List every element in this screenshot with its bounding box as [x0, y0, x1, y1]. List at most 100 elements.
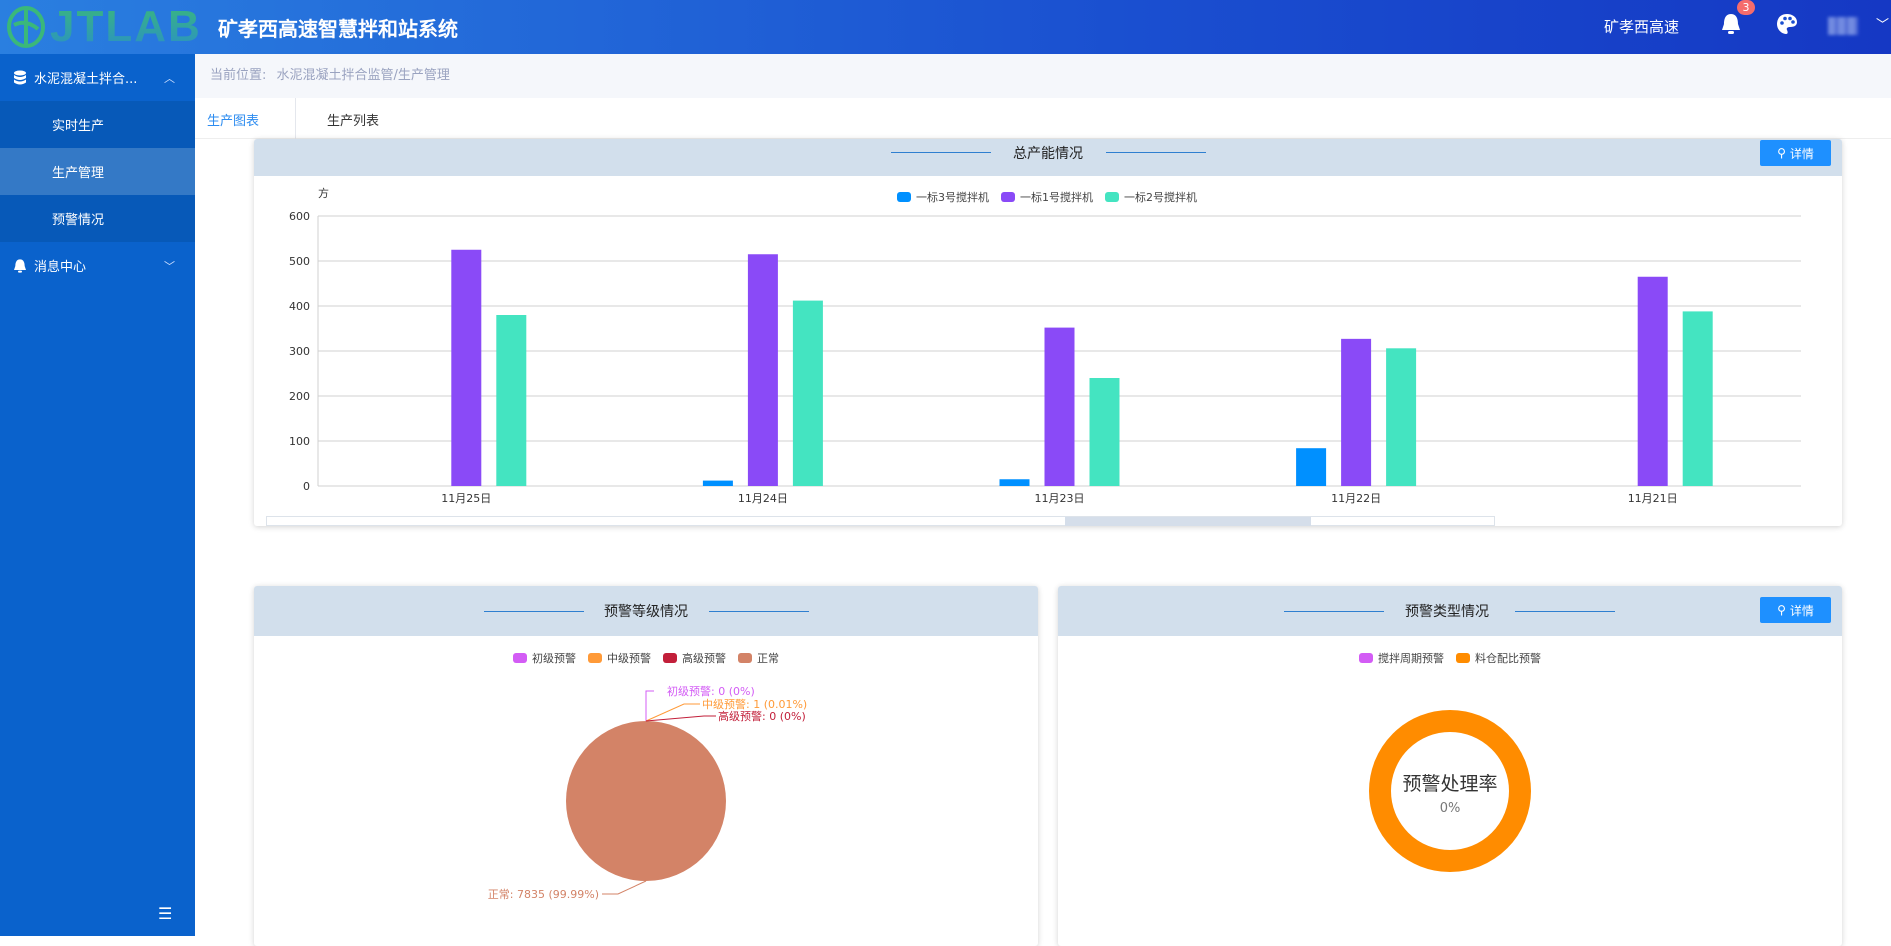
logo: JTLAB — [6, 2, 202, 52]
detail-button[interactable]: ⚲ 详情 — [1760, 140, 1831, 166]
sidebar-item-label: 实时生产 — [52, 119, 105, 134]
legend-item[interactable]: 高级预警 — [663, 650, 726, 666]
y-tick-label: 300 — [289, 345, 310, 358]
bar[interactable] — [747, 254, 778, 486]
y-tick-label: 600 — [289, 210, 310, 223]
pie-legend: 初级预警 中级预警 高级预警 正常 — [513, 650, 779, 666]
org-name[interactable]: 矿孝西高速 — [1604, 18, 1680, 36]
bar[interactable] — [1682, 311, 1713, 486]
sidebar-group-label: 消息中心 — [34, 260, 87, 275]
sidebar-item-warnings[interactable]: 预警情况 — [0, 195, 195, 242]
data-zoom-slider[interactable] — [266, 516, 1495, 526]
pie-chart: 初级预警: 0 (0%) 中级预警: 1 (0.01%) 高级预警: 0 (0%… — [488, 684, 807, 901]
pie-label: 高级预警: 0 (0%) — [718, 709, 806, 723]
bar[interactable] — [1089, 378, 1120, 486]
title-line — [484, 611, 584, 612]
legend-label: 料仓配比预警 — [1475, 652, 1541, 665]
bar[interactable] — [702, 480, 733, 486]
notification-badge: 3 — [1737, 0, 1755, 15]
card-header: 预警等级情况 — [254, 586, 1038, 636]
legend-item[interactable]: 一标3号搅拌机 — [897, 189, 989, 205]
title-line — [1106, 152, 1206, 153]
sidebar-item-realtime[interactable]: 实时生产 — [0, 101, 195, 148]
logo-text: JTLAB — [50, 2, 202, 51]
y-tick-label: 0 — [303, 480, 310, 493]
legend-item[interactable]: 一标2号搅拌机 — [1105, 189, 1197, 205]
legend-item[interactable]: 料仓配比预警 — [1456, 650, 1541, 666]
bell-icon — [14, 258, 26, 273]
search-icon: ⚲ — [1777, 603, 1786, 617]
legend-item[interactable]: 搅拌周期预警 — [1359, 650, 1444, 666]
data-zoom-handle[interactable] — [1065, 517, 1311, 526]
warning-type-card: 预警类型情况 ⚲ 详情 搅拌周期预警 料仓配比预警 预警处理率 0% — [1058, 586, 1842, 946]
legend-item[interactable]: 初级预警 — [513, 650, 576, 666]
search-icon: ⚲ — [1777, 146, 1786, 160]
pie-slice-normal[interactable] — [566, 721, 726, 881]
sidebar-item-label: 预警情况 — [52, 213, 105, 228]
legend-item[interactable]: 一标1号搅拌机 — [1001, 189, 1093, 205]
legend-label: 中级预警 — [607, 652, 651, 665]
title-line — [1515, 611, 1615, 612]
label-line — [645, 715, 716, 722]
sidebar-group-messages[interactable]: 消息中心 ﹀ — [0, 242, 195, 289]
y-tick-label: 100 — [289, 435, 310, 448]
bell-icon[interactable] — [1720, 12, 1742, 36]
card-title: 总产能情况 — [1013, 146, 1083, 162]
legend-item[interactable]: 中级预警 — [588, 650, 651, 666]
bar[interactable] — [1341, 338, 1372, 486]
warning-level-card: 预警等级情况 初级预警 中级预警 高级预警 正常 初级预警: 0 (0%) 中级… — [254, 586, 1038, 946]
x-tick-label: 11月22日 — [1331, 492, 1381, 505]
chevron-down-icon: ﹀ — [164, 259, 175, 273]
bar[interactable] — [1637, 276, 1668, 486]
card-header: 预警类型情况 ⚲ 详情 — [1058, 586, 1842, 636]
tab-divider — [295, 98, 296, 139]
breadcrumb-path[interactable]: 水泥混凝土拌合监管/生产管理 — [276, 68, 450, 83]
bar[interactable] — [1296, 448, 1327, 486]
bar[interactable] — [451, 249, 482, 486]
chevron-down-icon[interactable]: ﹀ — [1876, 18, 1890, 33]
legend-label: 初级预警 — [532, 652, 576, 665]
legend-label: 一标2号搅拌机 — [1124, 191, 1197, 204]
tab-production-list[interactable]: 生产列表 — [327, 114, 380, 129]
capacity-card: 总产能情况 ⚲ 详情 一标3号搅拌机 一标1号搅拌机 一标2号搅拌机 方 0 100… — [254, 139, 1842, 526]
user-avatar[interactable] — [1828, 17, 1858, 35]
label-line — [602, 880, 647, 895]
breadcrumb-prefix: 当前位置: — [210, 68, 267, 83]
y-tick-label: 400 — [289, 300, 310, 313]
legend-label: 正常 — [757, 652, 779, 665]
bar[interactable] — [1386, 348, 1417, 486]
bar[interactable] — [999, 479, 1030, 486]
donut-center-value: 0% — [1440, 801, 1461, 816]
pie-label: 正常: 7835 (99.99%) — [488, 888, 599, 901]
chevron-up-icon: ︿ — [164, 71, 175, 85]
donut-ring[interactable] — [1369, 710, 1531, 872]
bar-legend: 一标3号搅拌机 一标1号搅拌机 一标2号搅拌机 — [897, 189, 1197, 205]
sidebar-group-label: 水泥混凝土拌合... — [34, 72, 138, 87]
donut-legend: 搅拌周期预警 料仓配比预警 — [1359, 650, 1541, 666]
legend-label: 高级预警 — [682, 652, 726, 665]
pie-label: 初级预警: 0 (0%) — [667, 684, 755, 698]
bar-chart: 方 0 100 200 300 400 500 600 11月25日 11月24日 11月23日 1… — [289, 186, 1801, 505]
collapse-menu-icon[interactable]: ☰ — [158, 904, 173, 923]
y-tick-label: 500 — [289, 255, 310, 268]
y-axis-unit: 方 — [318, 186, 329, 200]
y-tick-label: 200 — [289, 390, 310, 403]
sidebar-group-concrete[interactable]: 水泥混凝土拌合... ︿ — [0, 54, 195, 101]
palette-icon[interactable] — [1775, 12, 1799, 36]
top-bar: JTLAB 矿孝西高速智慧拌和站系统 矿孝西高速 3 ﹀ — [0, 0, 1891, 54]
tab-production-chart[interactable]: 生产图表 — [207, 114, 260, 129]
title-line — [891, 152, 991, 153]
card-header: 总产能情况 ⚲ 详情 — [254, 139, 1842, 176]
legend-label: 搅拌周期预警 — [1378, 652, 1444, 665]
bar[interactable] — [792, 300, 823, 486]
breadcrumb: 当前位置: 水泥混凝土拌合监管/生产管理 — [195, 54, 1891, 98]
detail-label: 详情 — [1789, 603, 1814, 618]
legend-item[interactable]: 正常 — [738, 650, 779, 666]
detail-button[interactable]: ⚲ 详情 — [1760, 597, 1831, 623]
bar[interactable] — [496, 315, 527, 486]
bar[interactable] — [1044, 327, 1075, 486]
database-icon — [14, 70, 26, 84]
detail-label: 详情 — [1789, 146, 1814, 161]
sidebar: 水泥混凝土拌合... ︿ 实时生产 生产管理 预警情况 消息中心 ﹀ — [0, 54, 195, 936]
sidebar-item-production[interactable]: 生产管理 — [0, 148, 195, 195]
